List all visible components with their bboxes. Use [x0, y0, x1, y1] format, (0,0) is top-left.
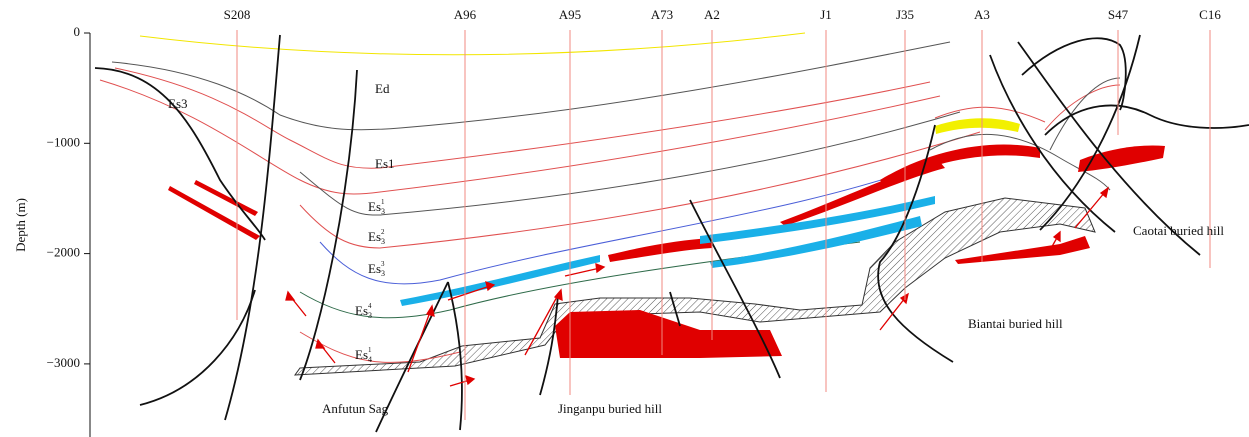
layer-label: Es33 [368, 260, 385, 278]
layer-subscript: 3 [381, 207, 385, 216]
region-label: Jinganpu buried hill [558, 401, 662, 416]
well-name: A2 [704, 7, 720, 22]
tick-label: 0 [74, 24, 81, 39]
region-label: Biantai buried hill [968, 316, 1063, 331]
reservoir [194, 180, 258, 216]
horizon [1045, 85, 1120, 130]
reservoir [935, 118, 1020, 134]
layer-superscript: 3 [381, 260, 385, 268]
layer-label: Es32 [368, 228, 385, 246]
well-name: A96 [454, 7, 477, 22]
layer-superscript: 2 [381, 228, 385, 236]
layer-name: Es [368, 261, 381, 276]
fault [300, 70, 357, 380]
cross-section: Depth (m) 0 −1000 −2000 −3000 S208 A96 A95 A73… [0, 0, 1249, 437]
layer-label: Es1 [375, 156, 395, 171]
region-label: Caotai buried hill [1133, 223, 1224, 238]
layer-name: Es3 [168, 96, 188, 111]
layer-label: Es34 [355, 302, 372, 320]
well-name: A3 [974, 7, 990, 22]
horizon [300, 112, 960, 215]
layer-superscript: 4 [368, 302, 372, 310]
layer-superscript: 1 [381, 198, 385, 206]
layer-label: Ed [375, 81, 390, 96]
layer-name: Ed [375, 81, 390, 96]
layer-name: Es [368, 229, 381, 244]
axis-title: Depth (m) [13, 198, 28, 252]
well-name: C16 [1199, 7, 1221, 22]
layer-subscript: 3 [381, 237, 385, 246]
well-name: J1 [820, 7, 832, 22]
horizon [112, 42, 950, 130]
depth-axis: Depth (m) 0 −1000 −2000 −3000 [13, 24, 90, 437]
layer-label: Es41 [355, 346, 372, 364]
well-name: A73 [651, 7, 673, 22]
layer-subscript: 3 [368, 311, 372, 320]
fault [1022, 38, 1126, 110]
well-name: A95 [559, 7, 581, 22]
region-label: Anfutun Sag [322, 401, 389, 416]
tick-label: −3000 [47, 355, 80, 370]
layer-name: Es [355, 303, 368, 318]
reservoir [880, 145, 1040, 188]
layer-label: Es3 [168, 96, 188, 111]
fault [225, 35, 280, 420]
layer-superscript: 1 [368, 346, 372, 354]
tick-label: −2000 [47, 245, 80, 260]
geology [95, 33, 1249, 432]
layer-name: Es [355, 347, 368, 362]
layer-subscript: 4 [368, 355, 372, 364]
well-name: S208 [224, 7, 251, 22]
fault [140, 290, 255, 405]
tick-label: −1000 [47, 134, 80, 149]
reservoir [608, 238, 712, 262]
reservoir [1078, 146, 1165, 172]
horizon [140, 33, 805, 55]
fault [95, 68, 265, 240]
layer-name: Es1 [375, 156, 395, 171]
layer-label: Es31 [368, 198, 385, 216]
well-name: J35 [896, 7, 914, 22]
layer-subscript: 3 [381, 269, 385, 278]
well-name: S47 [1108, 7, 1129, 22]
reservoir [700, 196, 935, 244]
layer-name: Es [368, 199, 381, 214]
